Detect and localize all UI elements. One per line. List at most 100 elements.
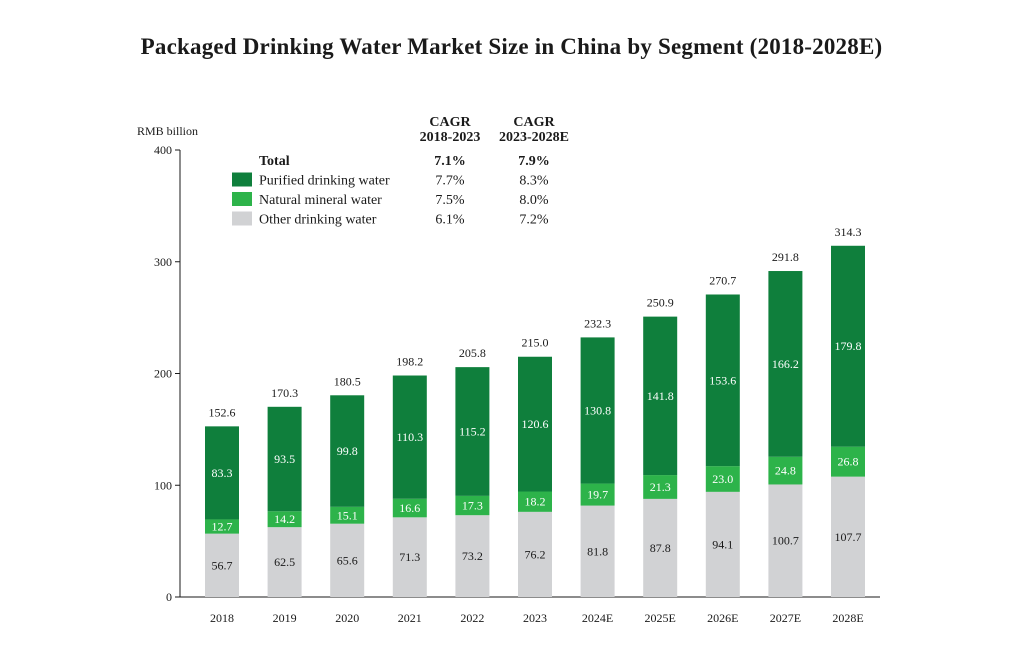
bar-segment [705, 294, 740, 467]
bar-segment [392, 498, 427, 518]
bar-segment [705, 466, 740, 492]
segment-value-label: 93.5 [274, 452, 295, 466]
bar-group-2028E: 107.7 26.8 179.8 314.3 2028E [831, 225, 865, 625]
segment-value-label: 141.8 [647, 389, 674, 403]
legend-label: Other drinking water [259, 213, 377, 228]
segment-value-label: 15.1 [337, 508, 358, 522]
segment-value-label: 100.7 [772, 534, 799, 548]
y-tick-label: 300 [154, 255, 172, 269]
total-value-label: 291.8 [772, 250, 799, 264]
x-tick-label: 2022 [460, 611, 484, 625]
cagr-header: CAGR [513, 115, 555, 130]
bars: 56.7 12.7 83.3 152.6 2018 62.5 14.2 93.5 170.3 20… [205, 225, 865, 625]
bar-group-2027E: 100.7 24.8 166.2 291.8 2027E [768, 250, 803, 625]
segment-value-label: 17.3 [462, 499, 483, 513]
bar-segment [643, 316, 678, 476]
bar-segment [267, 406, 302, 512]
segment-value-label: 153.6 [709, 373, 736, 387]
bar-segment [205, 533, 239, 597]
legend-label: Total [259, 154, 290, 169]
bar-segment [330, 395, 365, 507]
total-value-label: 180.5 [334, 374, 361, 388]
bar-group-2024E: 81.8 19.7 130.8 232.3 2024E [580, 316, 615, 625]
x-tick-label: 2027E [770, 611, 801, 625]
cagr-value: 7.7% [435, 174, 465, 189]
legend-label: Purified drinking water [259, 174, 390, 189]
cagr-header-period: 2018-2023 [420, 130, 481, 145]
segment-value-label: 14.2 [274, 512, 295, 526]
bar-group-2020: 65.6 15.1 99.8 180.5 2020 [330, 374, 365, 625]
x-tick-label: 2028E [832, 611, 863, 625]
bar-segment [580, 483, 615, 506]
cagr-value: 7.9% [518, 154, 550, 169]
bar-segment [518, 511, 552, 597]
bar-group-2023: 76.2 18.2 120.6 215.0 2023 [518, 336, 552, 625]
y-tick-label: 200 [154, 367, 172, 381]
cagr-value: 8.0% [519, 193, 549, 208]
total-value-label: 215.0 [522, 336, 549, 350]
bar-segment [518, 491, 552, 512]
segment-value-label: 23.0 [712, 472, 733, 486]
total-value-label: 270.7 [709, 273, 736, 287]
x-tick-label: 2020 [335, 611, 359, 625]
cagr-header-period: 2023-2028E [499, 130, 569, 145]
y-tick-label: 400 [154, 143, 172, 157]
segment-value-label: 94.1 [712, 537, 733, 551]
total-value-label: 198.2 [396, 355, 423, 369]
bar-segment [205, 426, 239, 520]
segment-value-label: 18.2 [525, 495, 546, 509]
bar-segment [580, 337, 615, 484]
segment-value-label: 56.7 [212, 558, 233, 572]
bar-segment [643, 475, 678, 499]
bar-segment [831, 245, 865, 447]
bar-segment [205, 519, 239, 534]
segment-value-label: 115.2 [459, 424, 486, 438]
segment-value-label: 110.3 [397, 430, 424, 444]
bar-segment [455, 515, 490, 597]
bar-segment [267, 511, 302, 528]
x-tick-label: 2019 [273, 611, 297, 625]
segment-value-label: 166.2 [772, 357, 799, 371]
segment-value-label: 99.8 [337, 444, 358, 458]
legend-label: Natural mineral water [259, 193, 382, 208]
segment-value-label: 19.7 [587, 488, 608, 502]
x-tick-label: 2018 [210, 611, 234, 625]
legend-swatch [232, 211, 252, 226]
bar-segment [392, 517, 427, 597]
y-tick-label: 100 [154, 478, 172, 492]
segment-value-label: 81.8 [587, 544, 608, 558]
bar-segment [643, 498, 678, 597]
total-value-label: 250.9 [647, 296, 674, 310]
bar-segment [831, 446, 865, 477]
bar-segment [455, 367, 490, 496]
segment-value-label: 130.8 [584, 403, 611, 417]
y-axis-label: RMB billion [137, 124, 198, 138]
segment-value-label: 87.8 [650, 541, 671, 555]
segment-value-label: 65.6 [337, 553, 358, 567]
bar-segment [768, 484, 803, 597]
bar-segment [392, 375, 427, 499]
bar-segment [330, 523, 365, 597]
segment-value-label: 26.8 [838, 455, 859, 469]
segment-value-label: 71.3 [399, 550, 420, 564]
bar-segment [267, 527, 302, 597]
legend-swatch [232, 192, 252, 206]
total-value-label: 205.8 [459, 346, 486, 360]
bar-group-2022: 73.2 17.3 115.2 205.8 2022 [455, 346, 490, 625]
legend-swatch [232, 172, 252, 187]
segment-value-label: 83.3 [212, 466, 233, 480]
segment-value-label: 12.7 [212, 520, 233, 534]
segment-value-label: 107.7 [835, 530, 862, 544]
x-tick-label: 2025E [645, 611, 676, 625]
cagr-value: 7.5% [435, 193, 465, 208]
bar-group-2025E: 87.8 21.3 141.8 250.9 2025E [643, 296, 678, 625]
segment-value-label: 179.8 [835, 339, 862, 353]
segment-value-label: 76.2 [525, 547, 546, 561]
segment-value-label: 21.3 [650, 480, 671, 494]
segment-value-label: 62.5 [274, 555, 295, 569]
total-value-label: 152.6 [209, 405, 236, 419]
x-tick-label: 2026E [707, 611, 738, 625]
bar-group-2026E: 94.1 23.0 153.6 270.7 2026E [705, 273, 740, 625]
